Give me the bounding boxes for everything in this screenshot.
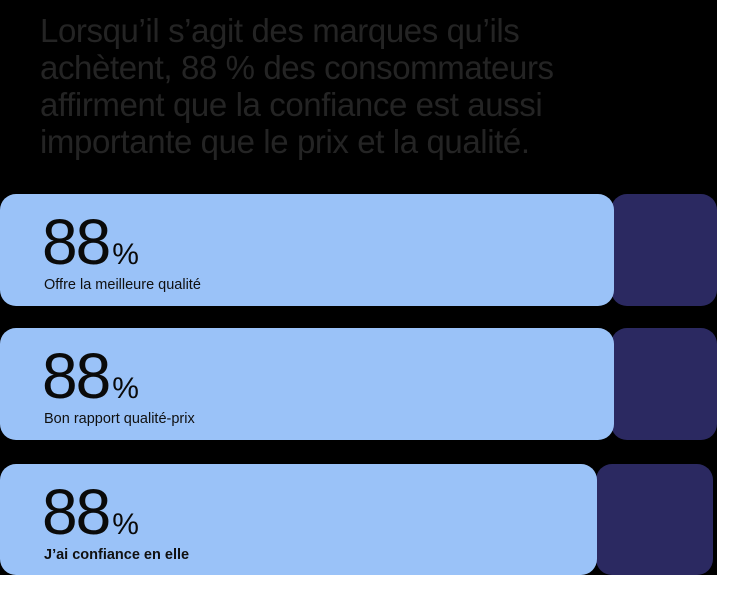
bar-track — [611, 328, 717, 440]
bar-fill: 88% J’ai confiance en elle — [0, 464, 597, 575]
bar-label: J’ai confiance en elle — [44, 547, 190, 563]
bar-value-number: 88 — [42, 340, 111, 412]
bar-fill: 88% Offre la meilleure qualité — [0, 194, 614, 306]
bar-value-number: 88 — [42, 206, 111, 278]
bar-value: 88% — [42, 480, 139, 544]
bar-label: Bon rapport qualité-prix — [44, 411, 195, 427]
bar-value-number: 88 — [42, 476, 111, 548]
percent-sign: % — [112, 508, 139, 541]
stat-bar-row-quality: 88% Offre la meilleure qualité — [0, 194, 736, 306]
percent-sign: % — [112, 238, 139, 271]
stat-bar-row-value: 88% Bon rapport qualité-prix — [0, 328, 736, 440]
bar-value: 88% — [42, 344, 139, 408]
headline-text: Lorsqu’il s’agit des marques qu’ils achè… — [40, 12, 554, 160]
percent-sign: % — [112, 372, 139, 405]
bar-value: 88% — [42, 210, 139, 274]
stat-bar-row-trust: 88% J’ai confiance en elle — [0, 464, 736, 575]
bar-label: Offre la meilleure qualité — [44, 277, 201, 293]
bar-track — [596, 464, 713, 575]
bar-track — [611, 194, 717, 306]
bar-fill: 88% Bon rapport qualité-prix — [0, 328, 614, 440]
